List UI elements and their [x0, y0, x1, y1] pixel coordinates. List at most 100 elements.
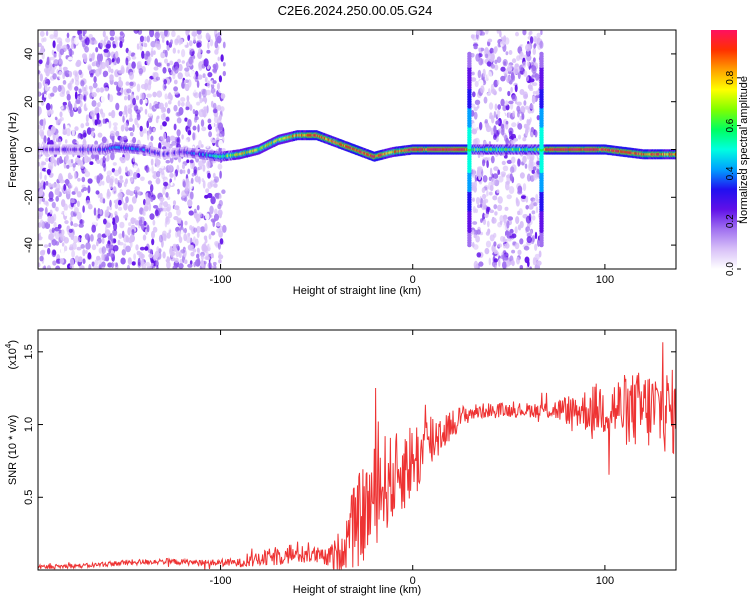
spectrogram-cell [509, 173, 513, 182]
spectrogram-cell [503, 61, 507, 66]
spectrogram-cell [484, 119, 488, 124]
spectrogram-cell [131, 261, 136, 266]
spectrogram-cell [470, 34, 475, 39]
spectrogram-cell [130, 217, 136, 225]
spectrogram-ylabel: Frequency (Hz) [7, 112, 19, 188]
spectrogram-cell [500, 128, 505, 136]
spectrogram-cell [62, 80, 67, 85]
spectrogram-cell [517, 249, 522, 255]
spectrogram-cell [199, 97, 203, 104]
spectrogram-cell [171, 232, 176, 241]
spectrogram-cell [47, 215, 51, 224]
spectrogram-cell [71, 37, 75, 45]
spectrogram-cell [142, 234, 147, 241]
spectrogram-cell [522, 30, 527, 36]
spectrogram-cell [89, 161, 94, 166]
spectrogram-cell [534, 36, 539, 45]
spectrogram-cell [476, 252, 482, 258]
spectrogram-cell [85, 84, 88, 92]
spectrogram-cell [473, 244, 479, 250]
spectrogram-cell [487, 38, 493, 43]
spectrogram-cell [184, 220, 188, 226]
spectrogram-cell [96, 159, 101, 164]
spectrogram-cell [136, 43, 140, 50]
spectrogram-cell [184, 83, 190, 92]
spectrogram-cell [73, 223, 79, 228]
spectrogram-cell [113, 169, 120, 177]
spectrogram-cell [480, 31, 486, 36]
spectrogram-cell [75, 61, 81, 68]
spectrogram-cell [188, 40, 193, 47]
spectrogram-cell [151, 230, 155, 239]
spectrogram-cell [115, 262, 118, 268]
spectrogram-cell [80, 244, 85, 249]
spectrogram-cell [497, 243, 503, 248]
spectrogram-cell [474, 137, 480, 145]
spectrogram-cell [107, 218, 113, 223]
spectrogram-cell [76, 211, 82, 221]
spectrogram-cell [477, 167, 481, 175]
spectrogram-cell [96, 175, 101, 184]
spectrogram-cell [507, 237, 512, 242]
spectrogram-cell [38, 207, 44, 212]
spectrogram-cell [477, 204, 481, 209]
spectrogram-cell [56, 43, 61, 52]
spectrogram-cell [510, 86, 513, 93]
spectrogram-cell [52, 73, 57, 80]
spectrogram-cell [493, 249, 498, 255]
spectrogram-cell [90, 234, 94, 242]
spectrogram-cell [51, 183, 57, 188]
spectrogram-cell [111, 262, 114, 269]
spectrogram-cell [490, 63, 495, 69]
spectrogram-cell [80, 80, 85, 87]
snr-multiplier: (x104) [4, 340, 19, 370]
spectrogram-cell [517, 123, 523, 130]
spectrogram-cell [117, 80, 124, 88]
spectrogram-cell [155, 260, 159, 268]
spectrogram-cell [164, 102, 168, 108]
spectrogram-cell [211, 139, 217, 144]
spectrogram-cell [202, 180, 206, 189]
spectrogram-cell [57, 85, 62, 92]
spectrogram-cell [39, 129, 45, 137]
spectrogram-cell [112, 122, 118, 127]
spectrogram-cell [108, 248, 112, 255]
spectrogram-cell [63, 105, 67, 110]
spectrogram-cell [143, 36, 147, 42]
spectrogram-cell [108, 244, 115, 250]
spectrogram-cell [166, 141, 170, 148]
spectrogram-cell [493, 241, 497, 247]
spectrogram-cell [187, 119, 192, 128]
spectrogram-cell [498, 259, 501, 267]
spectrogram-cell [74, 255, 80, 263]
spectrogram-cell [81, 165, 84, 169]
spectrogram-cell [515, 31, 519, 37]
spectrogram-cell [91, 153, 96, 160]
spectrogram-cell [41, 197, 45, 202]
spectrogram-cell [150, 158, 154, 166]
spectrogram-cell [526, 50, 530, 57]
spectrogram-cell [177, 72, 183, 80]
spectrogram-cell [490, 127, 494, 136]
spectrogram-cell [471, 71, 475, 76]
spectrogram-cell [125, 166, 128, 173]
spectrogram-cell [218, 194, 222, 199]
spectrogram-cell [496, 109, 501, 118]
spectrogram-cell [103, 37, 108, 41]
spectrogram-cell [117, 206, 123, 211]
spectrogram-cell [529, 78, 535, 83]
spectrogram-cell [513, 138, 519, 142]
spectrogram-cell [91, 92, 97, 98]
spectrogram-cell [493, 125, 497, 134]
spectrogram-cell [486, 190, 489, 198]
spectrogram-cell [129, 71, 134, 80]
spectrogram-cell [93, 265, 99, 269]
spectrogram-cell [490, 155, 495, 164]
spectrogram-cell [139, 35, 145, 42]
spectrogram-cell [72, 235, 79, 244]
spectrogram-cell [66, 164, 70, 169]
spectrogram-x-tick-label: 0 [410, 274, 416, 286]
spectrogram-cell [184, 117, 188, 122]
spectrogram-cell [196, 232, 200, 238]
spectrogram-cell [516, 101, 522, 106]
